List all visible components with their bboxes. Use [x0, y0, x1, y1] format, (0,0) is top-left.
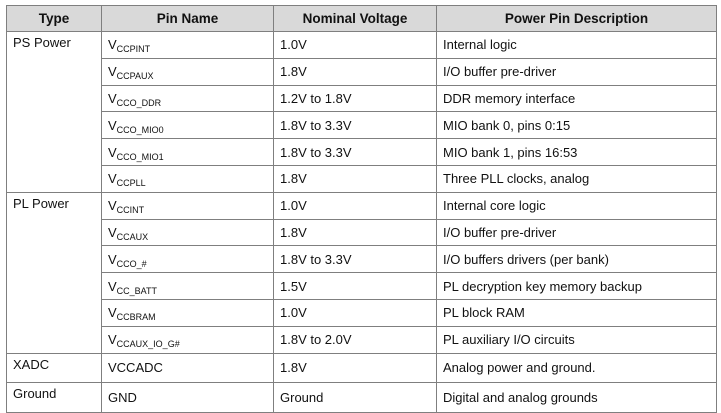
- table-row: VCCO_MIO1 1.8V to 3.3V MIO bank 1, pins 16…: [7, 138, 717, 166]
- header-nominal-voltage: Nominal Voltage: [273, 5, 437, 32]
- description-cell: DDR memory interface: [436, 84, 717, 113]
- description-cell: PL decryption key memory backup: [436, 272, 717, 300]
- pin-name-main: V: [108, 198, 117, 214]
- header-row: Type Pin Name Nominal Voltage Power Pin …: [6, 5, 717, 32]
- table-row: PL Power VCCINT 1.0V Internal core logic: [6, 191, 717, 354]
- pin-name-subscript: CCBRAM: [116, 312, 156, 323]
- description-cell: I/O buffer pre-driver: [436, 57, 717, 86]
- pin-name-subscript: CC_BATT: [116, 285, 158, 296]
- table-row: VCCO_# 1.8V to 3.3V I/O buffers drivers (p…: [7, 245, 717, 274]
- voltage-cell: 1.8V to 3.3V: [273, 138, 437, 166]
- pin-name-subscript: CCPAUX: [116, 71, 154, 82]
- type-cell: XADC: [6, 352, 102, 384]
- pin-name-main: V: [108, 64, 117, 80]
- voltage-cell: 1.8V: [273, 218, 437, 247]
- table-row: Ground GND Ground Digital and analog ground…: [6, 382, 717, 413]
- pin-name-cell: VCCAUX_IO_G#: [101, 325, 274, 354]
- pin-name-cell: VCCADC: [101, 352, 274, 384]
- description-cell: Analog power and ground.: [436, 352, 717, 384]
- table-row: VCCAUX_IO_G# 1.8V to 2.0V PL auxiliary I/O…: [7, 325, 717, 354]
- header-type: Type: [6, 5, 102, 32]
- pin-name-main: V: [108, 278, 117, 294]
- pin-name-main: V: [108, 37, 117, 53]
- pin-name-main: VCCADC: [108, 360, 163, 376]
- pin-name-main: V: [108, 117, 117, 133]
- pin-name-cell: VCCO_MIO1: [101, 138, 274, 166]
- description-cell: Digital and analog grounds: [436, 382, 717, 413]
- voltage-cell: 1.8V to 3.3V: [273, 245, 437, 274]
- pin-name-subscript: CCINT: [116, 205, 145, 216]
- voltage-cell: 1.0V: [273, 298, 437, 327]
- description-cell: Three PLL clocks, analog: [436, 164, 717, 193]
- table-row: VCCBRAM 1.0V PL block RAM: [7, 298, 717, 327]
- table-row: XADC VCCADC 1.8V Analog power and ground.: [6, 352, 717, 384]
- pin-name-main: V: [108, 171, 117, 187]
- voltage-cell: 1.0V: [273, 191, 437, 220]
- voltage-cell: 1.8V: [273, 164, 437, 193]
- voltage-cell: 1.2V to 1.8V: [273, 84, 437, 113]
- voltage-cell: 1.8V to 3.3V: [273, 111, 437, 140]
- pin-name-main: V: [108, 332, 117, 348]
- pin-name-subscript: CCO_MIO0: [116, 124, 164, 135]
- pin-name-main: V: [108, 251, 117, 267]
- table-row: VCC_BATT 1.5V PL decryption key memory bac…: [7, 272, 717, 300]
- voltage-cell: 1.5V: [273, 272, 437, 300]
- voltage-cell: Ground: [273, 382, 437, 413]
- table-row: VCCPLL 1.8V Three PLL clocks, analog: [7, 164, 717, 193]
- pin-name-subscript: CCO_DDR: [116, 97, 162, 108]
- pin-name-main: GND: [108, 390, 137, 406]
- table-row: VCCPAUX 1.8V I/O buffer pre-driver: [7, 57, 717, 86]
- pin-name-main: V: [108, 144, 117, 160]
- table-row: VCCO_MIO0 1.8V to 3.3V MIO bank 0, pins 0:…: [7, 111, 717, 140]
- pin-name-cell: VCCPINT: [101, 31, 274, 59]
- pin-name-cell: VCC_BATT: [101, 272, 274, 300]
- table-row: VCCAUX 1.8V I/O buffer pre-driver: [7, 218, 717, 247]
- pin-name-subscript: CCAUX_IO_G#: [116, 339, 180, 350]
- description-cell: I/O buffers drivers (per bank): [436, 245, 717, 274]
- pin-name-cell: VCCO_MIO0: [101, 111, 274, 140]
- pin-name-main: V: [108, 90, 117, 106]
- description-cell: Internal logic: [436, 31, 717, 59]
- pin-name-subscript: CCAUX: [116, 231, 149, 242]
- type-cell: PL Power: [6, 191, 102, 354]
- pin-name-cell: VCCPAUX: [101, 57, 274, 86]
- pin-name-main: V: [108, 305, 117, 321]
- description-cell: PL auxiliary I/O circuits: [436, 325, 717, 354]
- pin-name-main: V: [108, 224, 117, 240]
- header-pin-name: Pin Name: [101, 5, 274, 32]
- table-row: PS Power VCCPINT 1.0V Internal logic: [6, 31, 717, 193]
- pin-name-cell: VCCO_DDR: [101, 84, 274, 113]
- voltage-cell: 1.8V: [273, 352, 437, 384]
- pin-name-cell: VCCBRAM: [101, 298, 274, 327]
- pin-name-cell: VCCINT: [101, 191, 274, 220]
- pin-name-subscript: CCO_MIO1: [116, 151, 164, 162]
- voltage-cell: 1.0V: [273, 31, 437, 59]
- pin-name-cell: VCCO_#: [101, 245, 274, 274]
- description-cell: MIO bank 0, pins 0:15: [436, 111, 717, 140]
- voltage-cell: 1.8V: [273, 57, 437, 86]
- type-cell: Ground: [6, 382, 102, 413]
- description-cell: I/O buffer pre-driver: [436, 218, 717, 247]
- pin-name-cell: GND: [101, 382, 274, 413]
- table-row: VCCO_DDR 1.2V to 1.8V DDR memory interface: [7, 84, 717, 113]
- description-cell: Internal core logic: [436, 191, 717, 220]
- pin-name-cell: VCCAUX: [101, 218, 274, 247]
- pin-name-subscript: CCPINT: [116, 44, 151, 55]
- table-body: PS Power VCCPINT 1.0V Internal logic VCCPAUX…: [6, 31, 717, 413]
- pin-name-subscript: CCPLL: [116, 178, 146, 189]
- power-pin-table: Type Pin Name Nominal Voltage Power Pin …: [6, 5, 717, 413]
- header-power-pin-description: Power Pin Description: [436, 5, 717, 32]
- pin-name-subscript: CCO_#: [116, 258, 147, 269]
- voltage-cell: 1.8V to 2.0V: [273, 325, 437, 354]
- description-cell: MIO bank 1, pins 16:53: [436, 138, 717, 166]
- description-cell: PL block RAM: [436, 298, 717, 327]
- pin-name-cell: VCCPLL: [101, 164, 274, 193]
- type-cell: PS Power: [6, 31, 102, 193]
